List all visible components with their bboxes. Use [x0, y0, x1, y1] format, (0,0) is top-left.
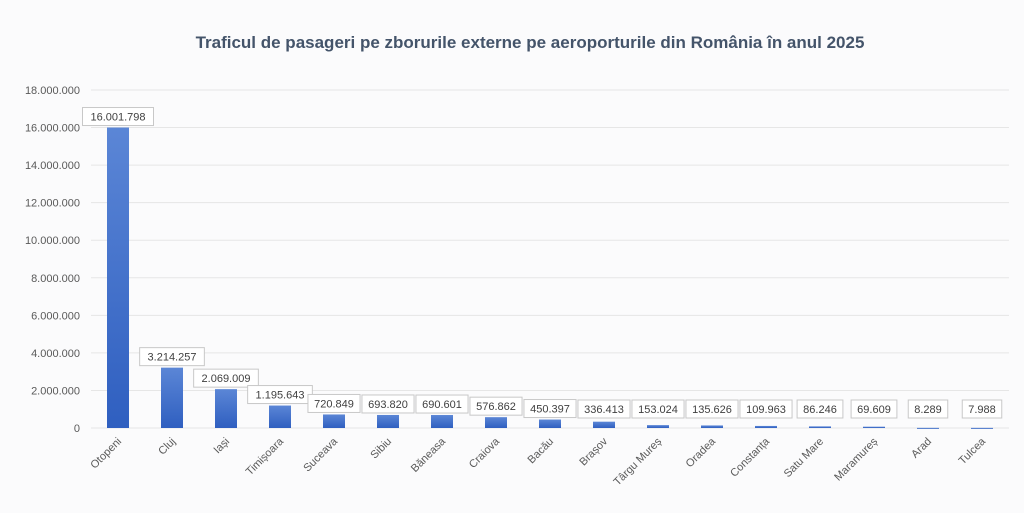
x-category-label: Brașov — [577, 435, 610, 468]
bar — [755, 425, 777, 428]
y-tick-label: 6.000.000 — [31, 310, 80, 322]
x-category-label: Sibiu — [368, 436, 394, 462]
y-tick-label: 16.000.000 — [25, 123, 80, 135]
data-label: 7.988 — [968, 404, 996, 416]
x-category-label: Tulcea — [957, 435, 989, 467]
data-label-box — [415, 394, 469, 414]
x-category-label: Otopeni — [88, 436, 124, 472]
y-tick-label: 14.000.000 — [25, 160, 80, 172]
x-category-label: Băneasa — [409, 435, 449, 475]
y-tick-label: 10.000.000 — [25, 235, 80, 247]
data-label-box — [139, 347, 205, 367]
x-category-label: Craiova — [467, 435, 503, 471]
bar — [917, 427, 939, 429]
data-label: 336.413 — [584, 404, 624, 416]
data-label-box — [685, 399, 739, 419]
data-label-box — [82, 107, 154, 127]
data-label-box — [307, 393, 361, 413]
data-label: 16.001.798 — [90, 112, 145, 124]
data-label: 2.069.009 — [202, 373, 251, 385]
data-label-box — [193, 368, 259, 388]
y-tick-label: 12.000.000 — [25, 198, 80, 210]
bar — [377, 414, 399, 428]
x-category-label: Arad — [909, 436, 934, 461]
y-tick-label: 2.000.000 — [31, 385, 80, 397]
bar — [809, 426, 831, 428]
bar — [431, 415, 453, 428]
data-label-box — [523, 399, 577, 419]
data-label: 153.024 — [638, 404, 678, 416]
data-label-box — [796, 399, 844, 419]
data-label-box — [361, 394, 415, 414]
x-category-label: Suceava — [301, 435, 340, 474]
data-label-box — [577, 399, 631, 419]
data-label-box — [907, 399, 949, 419]
bar — [323, 414, 345, 428]
x-category-label: Timișoara — [244, 435, 287, 478]
data-label-box — [469, 396, 523, 416]
data-label-box — [850, 399, 898, 419]
data-label: 576.862 — [476, 401, 516, 413]
bar — [161, 367, 183, 428]
bar — [971, 427, 993, 429]
y-tick-label: 4.000.000 — [31, 348, 80, 360]
data-label: 109.963 — [746, 404, 786, 416]
data-label: 690.601 — [422, 399, 462, 411]
x-category-label: Cluj — [156, 436, 178, 458]
data-label: 8.289 — [914, 404, 942, 416]
bar — [485, 417, 507, 428]
x-category-label: Oradea — [684, 435, 719, 470]
data-label: 1.195.643 — [256, 390, 305, 402]
x-category-label: Iași — [212, 436, 233, 457]
data-label: 720.849 — [314, 398, 354, 410]
bar — [863, 426, 885, 428]
data-label-box — [739, 399, 793, 419]
bar — [539, 419, 561, 428]
data-label: 135.626 — [692, 404, 732, 416]
data-label: 450.397 — [530, 404, 570, 416]
data-label: 69.609 — [857, 404, 891, 416]
data-label: 693.820 — [368, 399, 408, 411]
bar — [269, 405, 291, 428]
x-category-label: Bacău — [526, 436, 557, 467]
x-category-label: Târgu Mureș — [612, 435, 665, 488]
data-label-box — [961, 399, 1003, 419]
x-category-label: Constanța — [728, 435, 773, 480]
bar — [593, 421, 615, 428]
data-label-box — [631, 399, 685, 419]
data-label: 3.214.257 — [148, 352, 197, 364]
bar — [107, 127, 129, 428]
y-tick-label: 18.000.000 — [25, 85, 80, 97]
bar — [647, 425, 669, 428]
x-category-label: Maramureș — [832, 435, 880, 483]
y-tick-label: 0 — [74, 423, 80, 435]
x-category-label: Satu Mare — [782, 436, 826, 480]
data-label: 86.246 — [803, 404, 837, 416]
bar — [701, 425, 723, 428]
chart-title: Traficul de pasageri pe zborurile extern… — [196, 33, 865, 52]
y-tick-label: 8.000.000 — [31, 273, 80, 285]
bar — [215, 389, 237, 428]
